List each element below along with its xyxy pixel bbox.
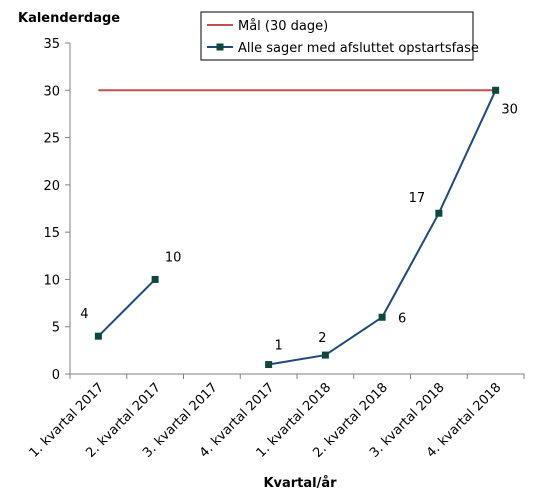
y-tick-label: 25 <box>43 132 60 147</box>
y-tick-label: 0 <box>52 368 60 383</box>
data-point <box>265 361 273 369</box>
data-label: 17 <box>409 191 426 206</box>
data-point <box>492 86 500 94</box>
legend-label: Alle sager med afsluttet opstartsfase <box>238 41 479 56</box>
legend-label: Mål (30 dage) <box>238 19 328 34</box>
data-point <box>151 275 159 283</box>
data-label: 4 <box>80 307 88 322</box>
data-point <box>94 332 102 340</box>
y-tick-label: 5 <box>52 321 60 336</box>
data-label: 2 <box>318 331 326 346</box>
series-line-1 <box>268 89 497 366</box>
legend-box <box>200 11 474 61</box>
legend: Mål (30 dage) Alle sager med afsluttet op… <box>200 11 479 61</box>
legend-marker <box>216 43 224 51</box>
data-point <box>378 313 386 321</box>
data-point <box>435 209 443 217</box>
data-label: 30 <box>501 102 518 117</box>
series-layer <box>94 86 500 369</box>
series-line-1 <box>97 278 156 337</box>
data-label: 1 <box>274 339 282 354</box>
y-axis-title: Kalenderdage <box>18 11 120 26</box>
data-label: 10 <box>165 250 182 265</box>
data-label: 6 <box>398 311 406 326</box>
y-tick-label: 35 <box>43 37 60 52</box>
y-tick-label: 30 <box>43 84 60 99</box>
y-tick-label: 20 <box>43 179 60 194</box>
x-axis-title: Kvartal/år <box>263 476 337 491</box>
y-tick-label: 10 <box>43 273 60 288</box>
data-labels: 4 10 1 2 6 17 30 <box>80 102 518 353</box>
y-tick-label: 15 <box>43 226 60 241</box>
data-point <box>321 351 329 359</box>
